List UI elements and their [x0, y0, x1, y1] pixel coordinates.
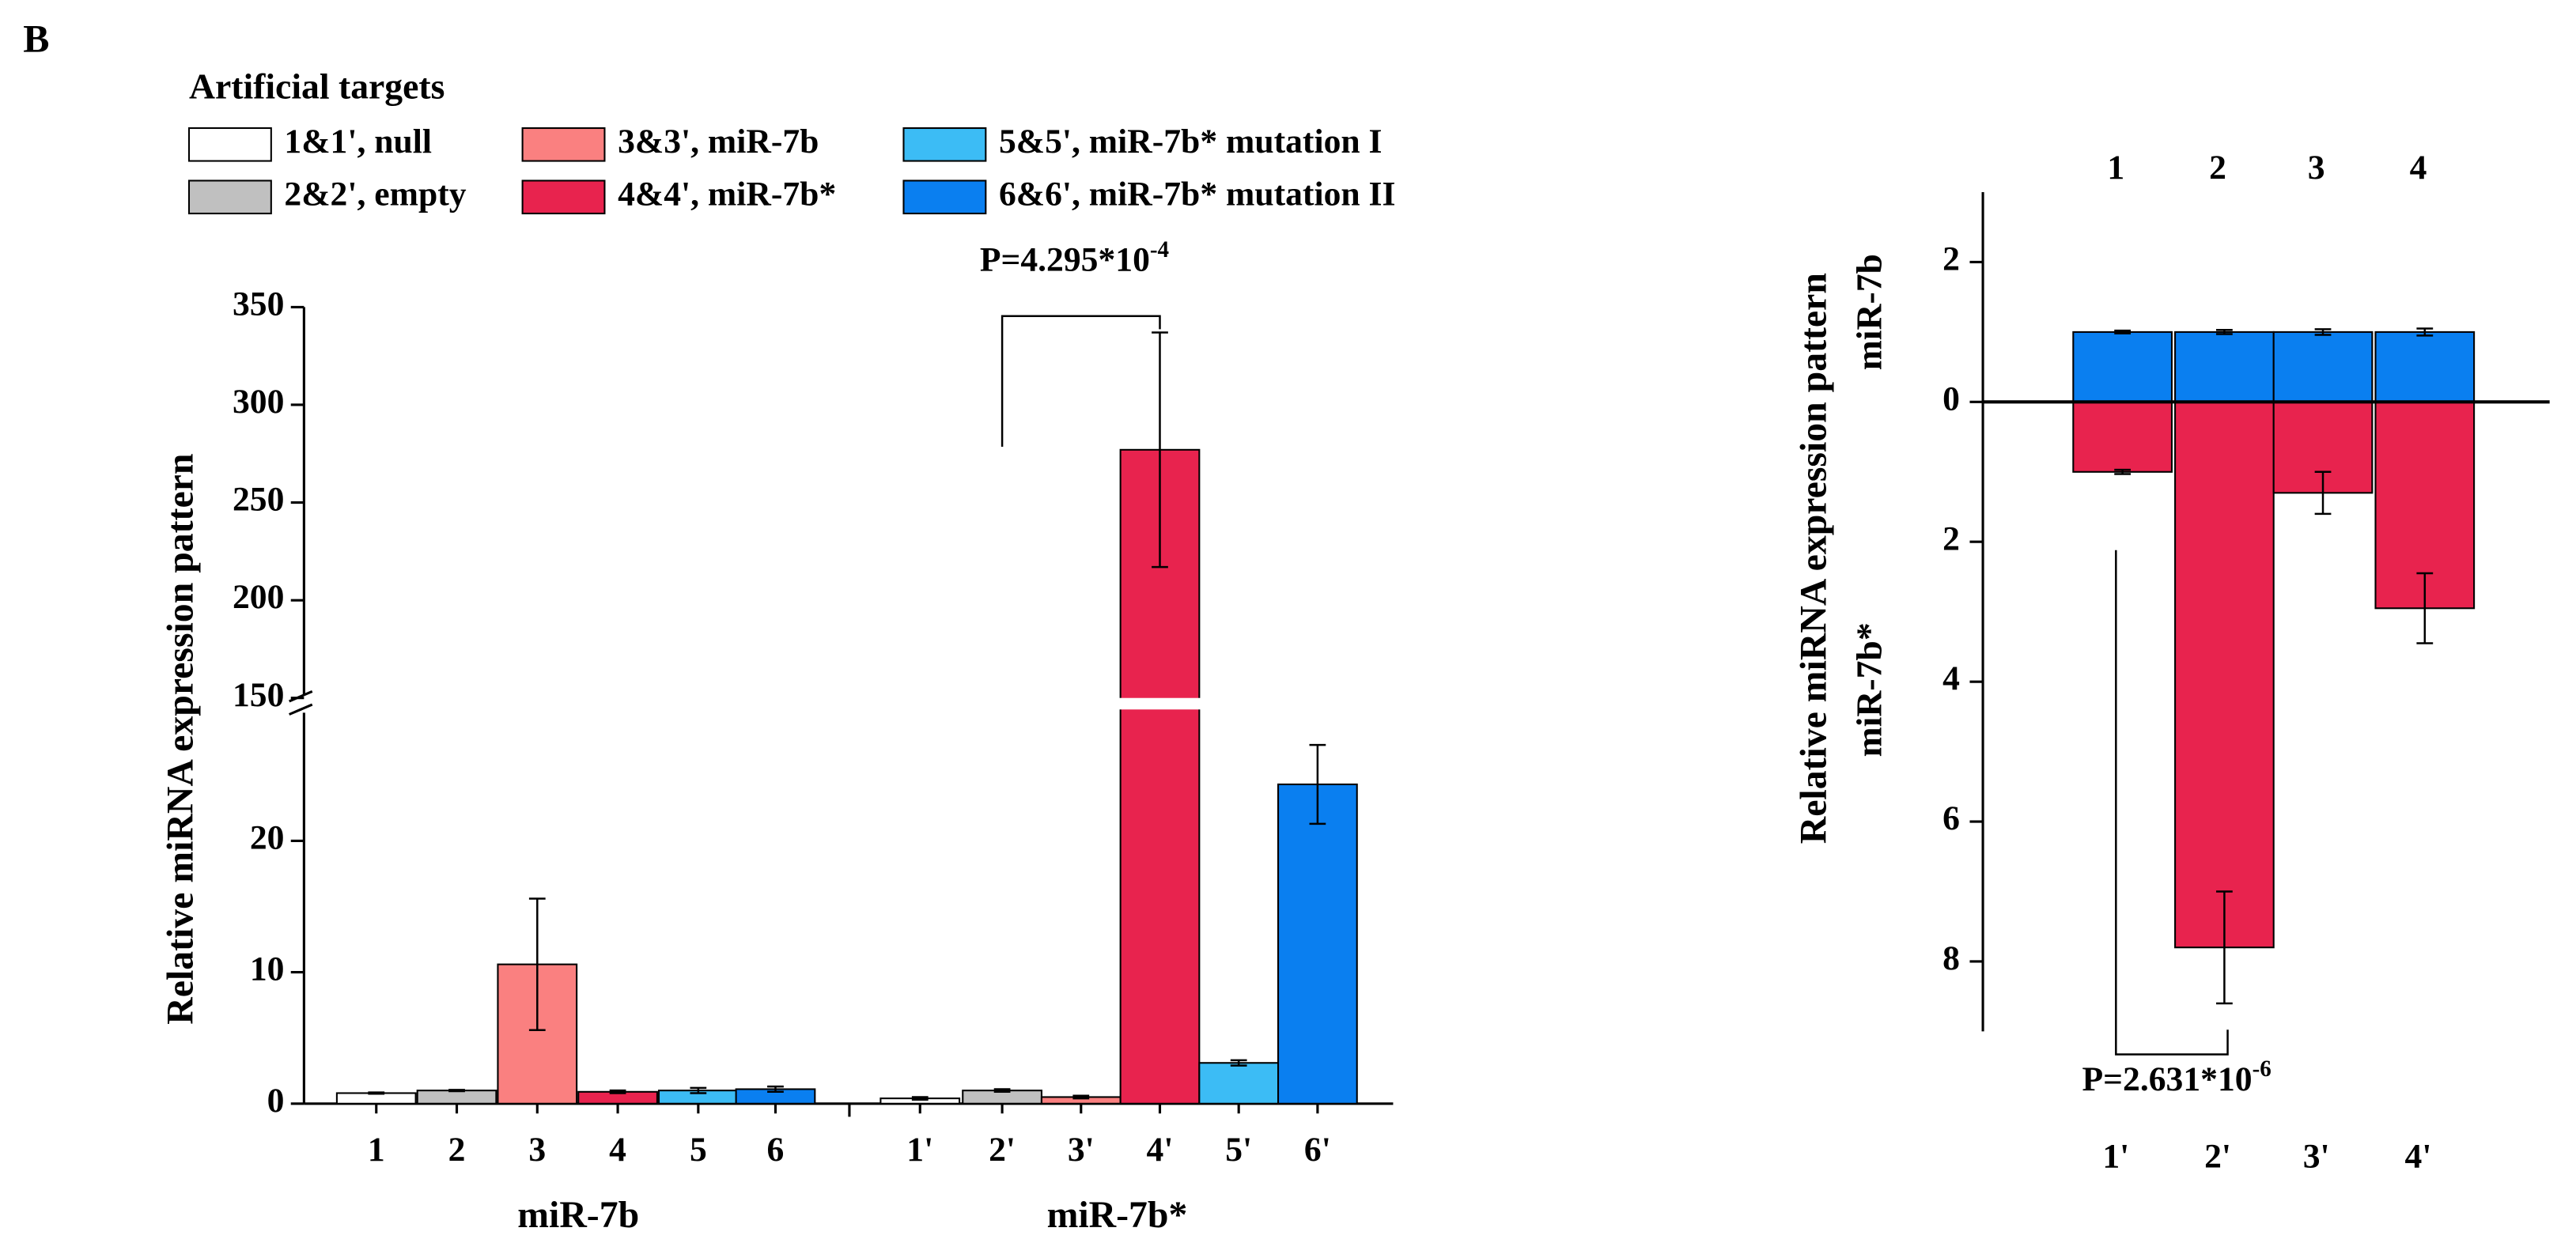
y-axis-label: Relative miRNA expression pattern	[1792, 273, 1834, 844]
x-tick-label: 3	[2308, 149, 2325, 187]
bar	[2272, 331, 2374, 403]
annotation: P=2.631*10-6	[2082, 1056, 2271, 1098]
x-tick-label: 4'	[2405, 1137, 2432, 1175]
legend-swatch	[187, 127, 272, 162]
group-label: miR-7b	[517, 1194, 639, 1236]
y-tick-label: 8	[1942, 939, 1960, 977]
axis-break	[289, 703, 313, 716]
y-tick-label: 150	[233, 676, 284, 714]
y-tick-label: 10	[250, 950, 285, 988]
bar	[2174, 401, 2275, 949]
axis-break	[289, 689, 313, 703]
y-axis-label: Relative miRNA expression pattern	[160, 454, 202, 1025]
y-tick-label: 300	[233, 383, 284, 421]
annotation-exponent: -4	[1150, 236, 1169, 262]
bar	[2072, 401, 2173, 473]
bar	[2174, 331, 2275, 403]
significance-bracket	[1001, 315, 1161, 447]
annotation-exponent: -6	[2253, 1056, 2271, 1082]
y-tick-label: 20	[250, 818, 285, 856]
y-tick-label: 0	[267, 1082, 285, 1120]
x-tick-label: 1'	[2102, 1137, 2129, 1175]
legend-label: 5&5', miR-7b* mutation I	[999, 123, 1383, 161]
legend-label: 4&4', miR-7b*	[618, 175, 836, 213]
bar	[1277, 783, 1358, 1105]
legend-label: 6&6', miR-7b* mutation II	[999, 175, 1396, 213]
bar	[2374, 331, 2476, 403]
x-tick-label: 6'	[1304, 1131, 1331, 1169]
annotation-text: P=4.295*10	[980, 240, 1150, 278]
x-tick-label: 6	[767, 1131, 785, 1169]
x-tick-label: 3'	[2303, 1137, 2330, 1175]
x-tick-label: 5	[690, 1131, 707, 1169]
annotation-text: P=2.631*10	[2082, 1060, 2253, 1098]
x-tick-label: 4'	[1147, 1131, 1174, 1169]
panel-label: B	[23, 17, 49, 60]
series-label: miR-7b*	[1848, 622, 1889, 757]
bar	[416, 1090, 497, 1105]
x-tick-label: 2	[2209, 149, 2226, 187]
y-tick-label: 6	[1942, 799, 1960, 837]
legend-label: 1&1', null	[284, 123, 432, 161]
y-tick-label: 2	[1942, 519, 1960, 557]
annotation: P=4.295*10-4	[980, 236, 1169, 278]
legend-swatch	[521, 127, 606, 162]
y-tick-label: 250	[233, 481, 284, 519]
x-tick-label: 3'	[1068, 1131, 1095, 1169]
group-label: miR-7b*	[1047, 1194, 1188, 1236]
legend-swatch	[902, 179, 987, 215]
x-tick-label: 2'	[2204, 1137, 2231, 1175]
y-tick-label: 2	[1942, 240, 1960, 278]
x-tick-label: 4	[609, 1131, 626, 1169]
legend-swatch	[521, 179, 606, 215]
x-tick-label: 1'	[906, 1131, 933, 1169]
x-tick-label: 2'	[989, 1131, 1016, 1169]
y-tick-label: 4	[1942, 659, 1960, 697]
y-tick-label: 200	[233, 578, 284, 616]
y-tick-label: 350	[233, 285, 284, 323]
x-tick-label: 2	[448, 1131, 466, 1169]
x-tick-label: 4	[2410, 149, 2427, 187]
significance-bracket	[2115, 550, 2229, 1056]
y-tick-label: 0	[1942, 380, 1960, 417]
axis-break-gap	[1118, 697, 1201, 710]
bar	[1198, 1062, 1280, 1105]
legend-title: Artificial targets	[189, 66, 444, 107]
legend-swatch	[187, 179, 272, 215]
legend-label: 2&2', empty	[284, 175, 466, 213]
series-label: miR-7b	[1848, 254, 1889, 370]
x-tick-label: 1	[2107, 149, 2124, 187]
legend-label: 3&3', miR-7b	[618, 123, 819, 161]
x-tick-label: 3	[528, 1131, 546, 1169]
x-tick-label: 5'	[1225, 1131, 1252, 1169]
x-tick-label: 1	[368, 1131, 385, 1169]
legend-swatch	[902, 127, 987, 162]
bar	[2072, 331, 2173, 403]
